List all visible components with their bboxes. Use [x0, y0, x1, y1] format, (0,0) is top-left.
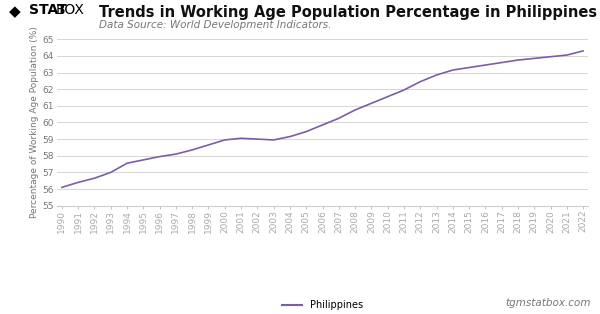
Text: tgmstatbox.com: tgmstatbox.com [505, 298, 591, 308]
Legend: Philippines: Philippines [278, 296, 367, 314]
Text: ◆: ◆ [9, 4, 21, 19]
Text: BOX: BOX [55, 3, 84, 17]
Y-axis label: Percentage of Working Age Population (%): Percentage of Working Age Population (%) [29, 26, 38, 219]
Text: Trends in Working Age Population Percentage in Philippines from 1990 to 2022: Trends in Working Age Population Percent… [99, 5, 600, 20]
Text: STAT: STAT [29, 3, 67, 17]
Text: Data Source: World Development Indicators.: Data Source: World Development Indicator… [99, 20, 331, 30]
